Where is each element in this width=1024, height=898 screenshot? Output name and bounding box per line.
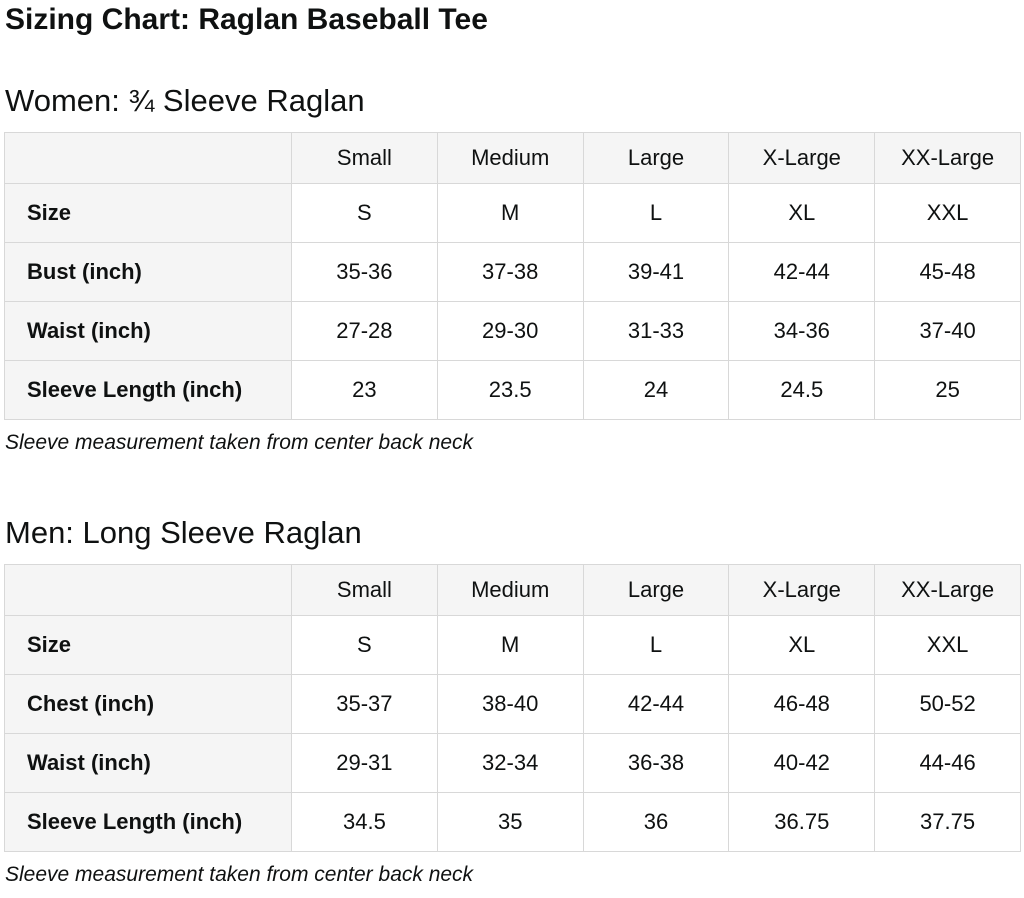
cell-value: 36 [582,792,730,852]
cell-value: 38-40 [436,674,584,734]
cell-value: L [582,183,730,243]
men-row-size: Size S M L XL XXL [4,615,1021,675]
women-header-small: Small [291,132,438,184]
cell-value: 32-34 [436,733,584,793]
cell-value: 35-37 [291,674,438,734]
cell-value: 35 [436,792,584,852]
men-sizing-table: Small Medium Large X-Large XX-Large Size… [4,564,1021,852]
row-label: Sleeve Length (inch) [4,360,292,420]
cell-value: 44-46 [874,733,1021,793]
section-women: Women: ¾ Sleeve Raglan Small Medium Larg… [0,82,1024,456]
cell-value: 37-40 [874,301,1021,361]
cell-value: 37.75 [874,792,1021,852]
women-row-waist: Waist (inch) 27-28 29-30 31-33 34-36 37-… [4,301,1021,361]
cell-value: 39-41 [582,242,730,302]
cell-value: L [582,615,730,675]
cell-value: 42-44 [582,674,730,734]
men-header-xlarge: X-Large [728,564,876,616]
cell-value: M [436,183,584,243]
men-sleeve-note: Sleeve measurement taken from center bac… [5,863,474,886]
cell-value: 31-33 [582,301,730,361]
women-section-heading: Women: ¾ Sleeve Raglan [5,83,365,118]
women-sizing-table: Small Medium Large X-Large XX-Large Size… [4,132,1021,420]
cell-value: 50-52 [874,674,1021,734]
cell-value: 42-44 [728,242,876,302]
women-sleeve-note: Sleeve measurement taken from center bac… [5,431,474,454]
women-header-large: Large [582,132,730,184]
row-label: Bust (inch) [4,242,292,302]
cell-value: 36.75 [728,792,876,852]
cell-value: 34.5 [291,792,438,852]
row-label: Sleeve Length (inch) [4,792,292,852]
women-header-blank-cell [4,132,292,184]
cell-value: 34-36 [728,301,876,361]
row-label: Size [4,183,292,243]
men-row-sleeve-length: Sleeve Length (inch) 34.5 35 36 36.75 37… [4,792,1021,852]
cell-value: S [291,183,438,243]
cell-value: XXL [874,615,1021,675]
cell-value: 25 [874,360,1021,420]
cell-value: M [436,615,584,675]
cell-value: 24 [582,360,730,420]
cell-value: S [291,615,438,675]
row-label: Waist (inch) [4,733,292,793]
cell-value: 29-30 [436,301,584,361]
cell-value: 37-38 [436,242,584,302]
row-label: Chest (inch) [4,674,292,734]
women-row-size: Size S M L XL XXL [4,183,1021,243]
women-row-sleeve-length: Sleeve Length (inch) 23 23.5 24 24.5 25 [4,360,1021,420]
women-header-xxlarge: XX-Large [874,132,1021,184]
cell-value: 36-38 [582,733,730,793]
women-header-medium: Medium [436,132,584,184]
men-header-blank-cell [4,564,292,616]
men-header-small: Small [291,564,438,616]
cell-value: 45-48 [874,242,1021,302]
cell-value: 23 [291,360,438,420]
men-section-heading: Men: Long Sleeve Raglan [5,515,362,550]
row-label: Waist (inch) [4,301,292,361]
page-title: Sizing Chart: Raglan Baseball Tee [5,3,488,36]
men-row-chest: Chest (inch) 35-37 38-40 42-44 46-48 50-… [4,674,1021,734]
cell-value: XL [728,615,876,675]
cell-value: 23.5 [436,360,584,420]
cell-value: 29-31 [291,733,438,793]
cell-value: XXL [874,183,1021,243]
women-row-bust: Bust (inch) 35-36 37-38 39-41 42-44 45-4… [4,242,1021,302]
cell-value: 27-28 [291,301,438,361]
row-label: Size [4,615,292,675]
cell-value: 24.5 [728,360,876,420]
men-header-medium: Medium [436,564,584,616]
cell-value: 35-36 [291,242,438,302]
cell-value: 40-42 [728,733,876,793]
women-header-row: Small Medium Large X-Large XX-Large [4,132,1021,184]
men-header-row: Small Medium Large X-Large XX-Large [4,564,1021,616]
women-header-xlarge: X-Large [728,132,876,184]
section-men: Men: Long Sleeve Raglan Small Medium Lar… [0,514,1024,888]
men-header-xxlarge: XX-Large [874,564,1021,616]
cell-value: 46-48 [728,674,876,734]
men-header-large: Large [582,564,730,616]
cell-value: XL [728,183,876,243]
men-row-waist: Waist (inch) 29-31 32-34 36-38 40-42 44-… [4,733,1021,793]
